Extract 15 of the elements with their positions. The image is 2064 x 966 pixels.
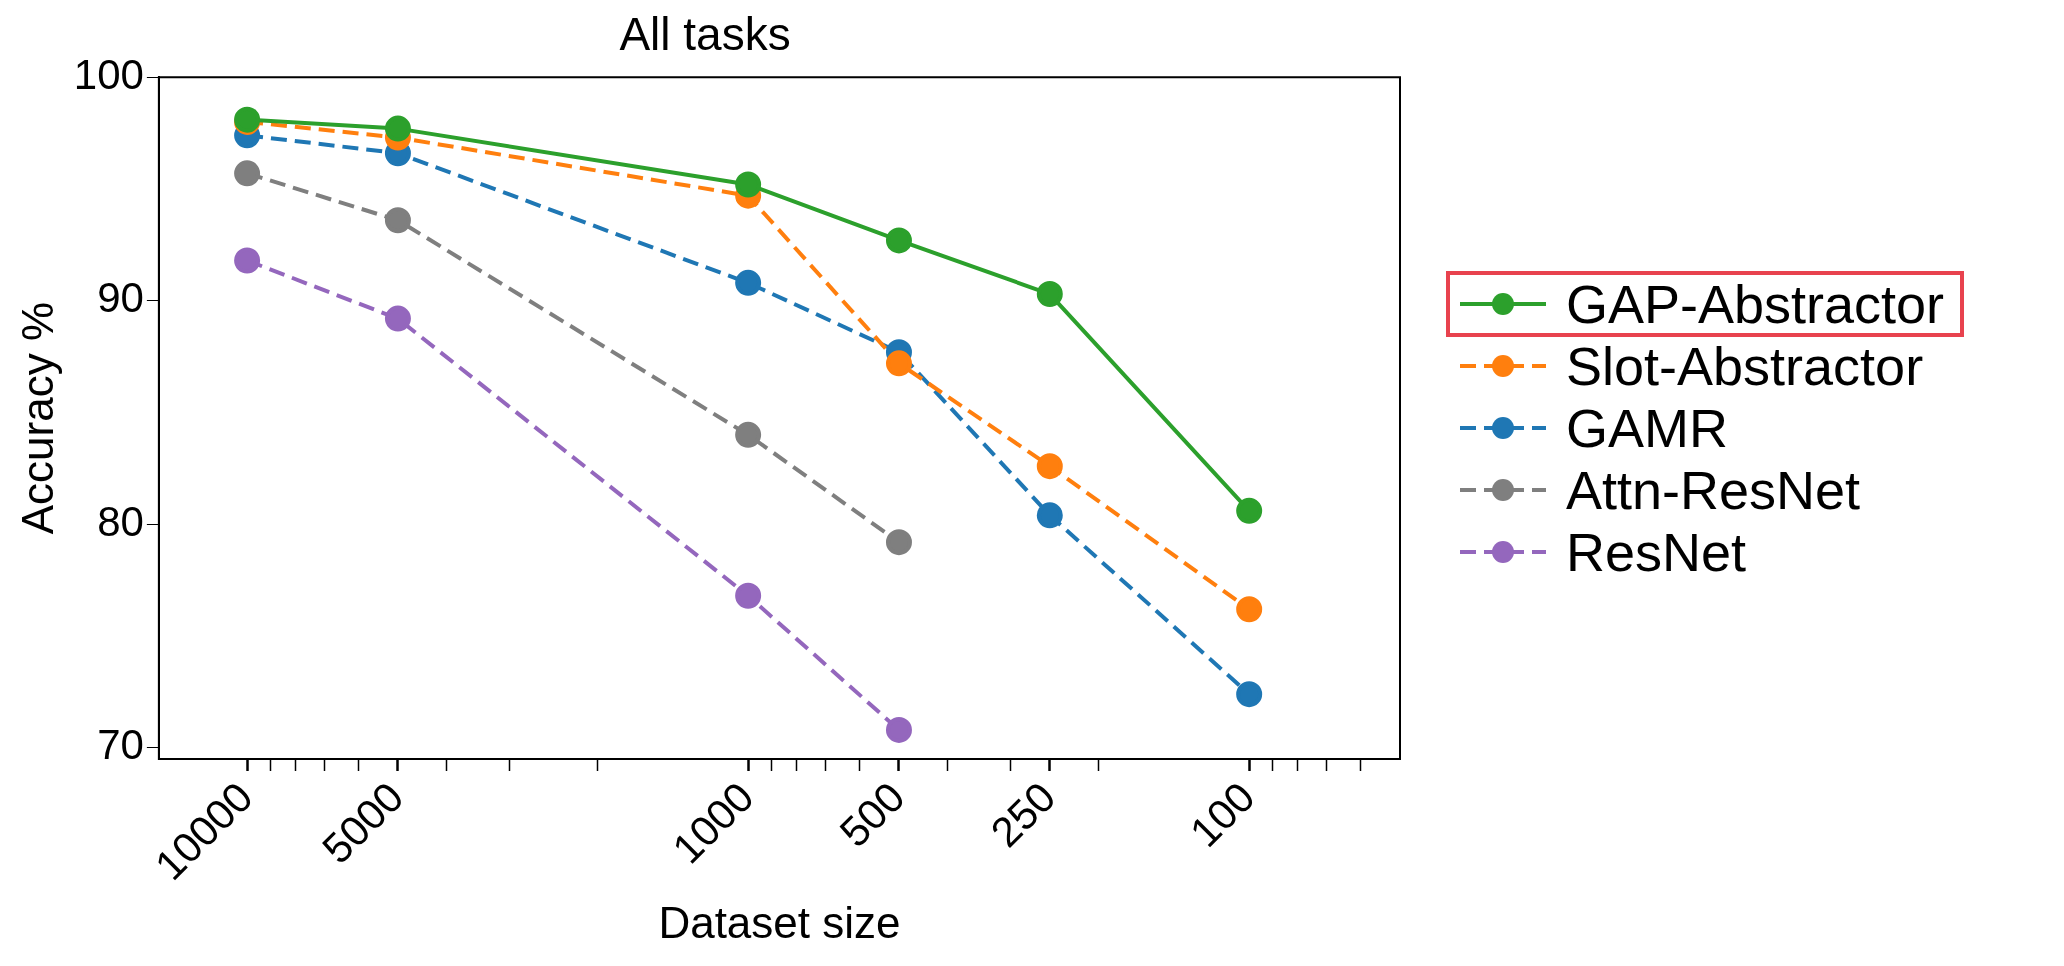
legend-label: Attn-ResNet bbox=[1566, 459, 1861, 521]
legend-label: GAMR bbox=[1566, 397, 1728, 459]
legend-label: ResNet bbox=[1566, 521, 1747, 583]
x-tick-label: 250 bbox=[981, 773, 1065, 856]
y-tick-label: 70 bbox=[97, 721, 144, 769]
y-tick-label: 80 bbox=[97, 497, 144, 545]
y-axis-title: Accuracy % bbox=[12, 301, 62, 535]
legend-label: Slot-Abstractor bbox=[1566, 335, 1924, 397]
x-tick-label: 100 bbox=[1180, 773, 1264, 856]
legend-label: GAP-Abstractor bbox=[1566, 273, 1945, 335]
x-tick-label: 500 bbox=[830, 773, 914, 856]
x-axis-title: Dataset size bbox=[658, 897, 901, 947]
y-tick-label: 100 bbox=[73, 50, 144, 98]
chart-title: All tasks bbox=[619, 8, 791, 61]
y-tick-label: 90 bbox=[97, 274, 144, 322]
